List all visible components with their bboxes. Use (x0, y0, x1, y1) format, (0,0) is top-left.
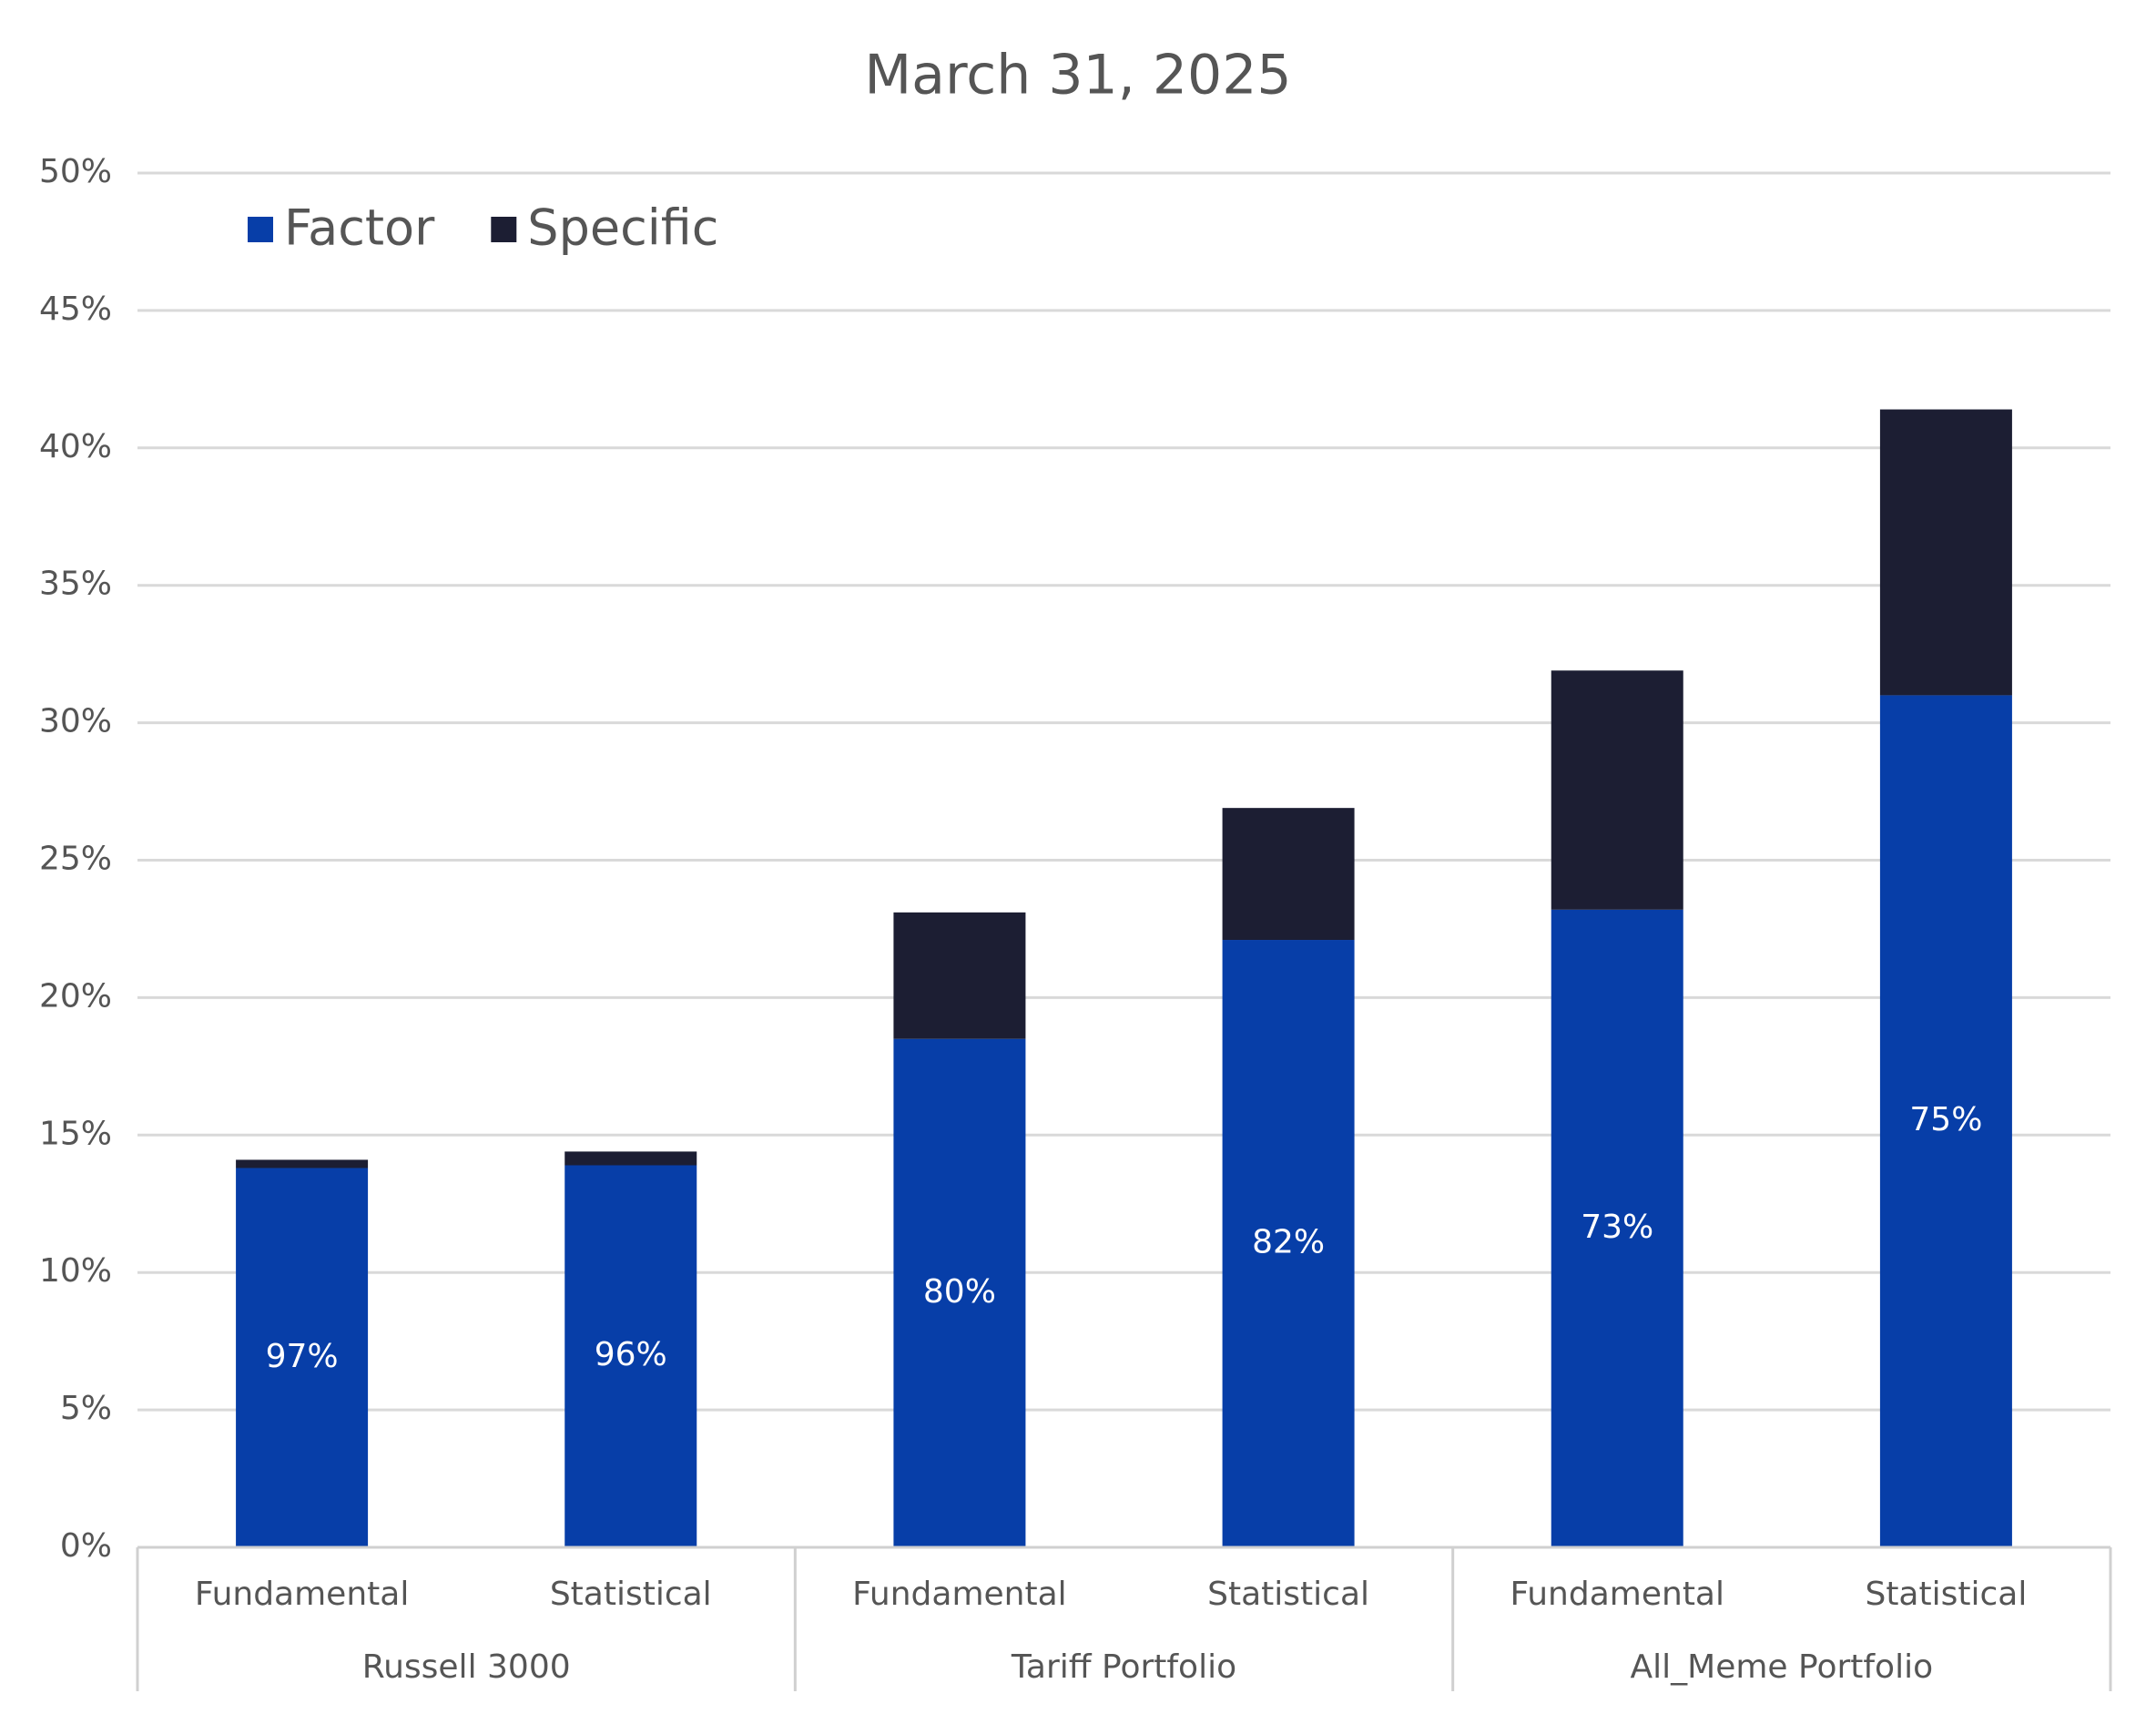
y-tick-label: 30% (39, 703, 112, 740)
bar-segment (564, 1151, 697, 1166)
y-tick-label: 15% (39, 1115, 112, 1152)
bar-segment (236, 1159, 369, 1168)
x-tick-label: Fundamental (1510, 1576, 1725, 1613)
y-tick-label: 25% (39, 841, 112, 878)
bar-segment (564, 1165, 697, 1547)
legend-label: Factor (284, 199, 435, 257)
data-label: 82% (1252, 1224, 1325, 1261)
x-tick-label: Fundamental (852, 1576, 1067, 1613)
bar-segment (236, 1168, 369, 1547)
data-label: 80% (923, 1273, 996, 1311)
chart-title: March 31, 2025 (864, 44, 1291, 107)
bar-segment (1222, 940, 1355, 1547)
data-label: 97% (266, 1338, 339, 1375)
group-label: Tariff Portfolio (1011, 1648, 1236, 1686)
bar-segment (1551, 670, 1683, 910)
group-label: Russell 3000 (362, 1648, 571, 1686)
legend-swatch (491, 217, 517, 242)
x-tick-label: Statistical (1207, 1576, 1369, 1613)
y-tick-label: 45% (39, 291, 112, 328)
y-tick-label: 35% (39, 566, 112, 603)
bar-segment (893, 1038, 1026, 1547)
group-label: All_Meme Portfolio (1631, 1648, 1934, 1686)
bar-segment (1879, 695, 2012, 1547)
x-tick-label: Statistical (550, 1576, 712, 1613)
x-tick-label: Statistical (1865, 1576, 2027, 1613)
y-tick-label: 0% (60, 1527, 112, 1565)
y-tick-label: 5% (60, 1390, 112, 1427)
data-label: 73% (1581, 1209, 1653, 1246)
legend-label: Specific (527, 199, 718, 257)
x-tick-label: Fundamental (195, 1576, 410, 1613)
y-tick-label: 10% (39, 1252, 112, 1290)
y-tick-label: 50% (39, 153, 112, 190)
data-label: 75% (1909, 1101, 1982, 1138)
bar-segment (1222, 808, 1355, 941)
legend-swatch (248, 217, 273, 242)
y-tick-label: 40% (39, 428, 112, 465)
y-tick-label: 20% (39, 977, 112, 1015)
data-label: 96% (595, 1336, 667, 1373)
bar-segment (1879, 409, 2012, 696)
bar-segment (1551, 909, 1683, 1547)
bar-segment (893, 912, 1026, 1039)
